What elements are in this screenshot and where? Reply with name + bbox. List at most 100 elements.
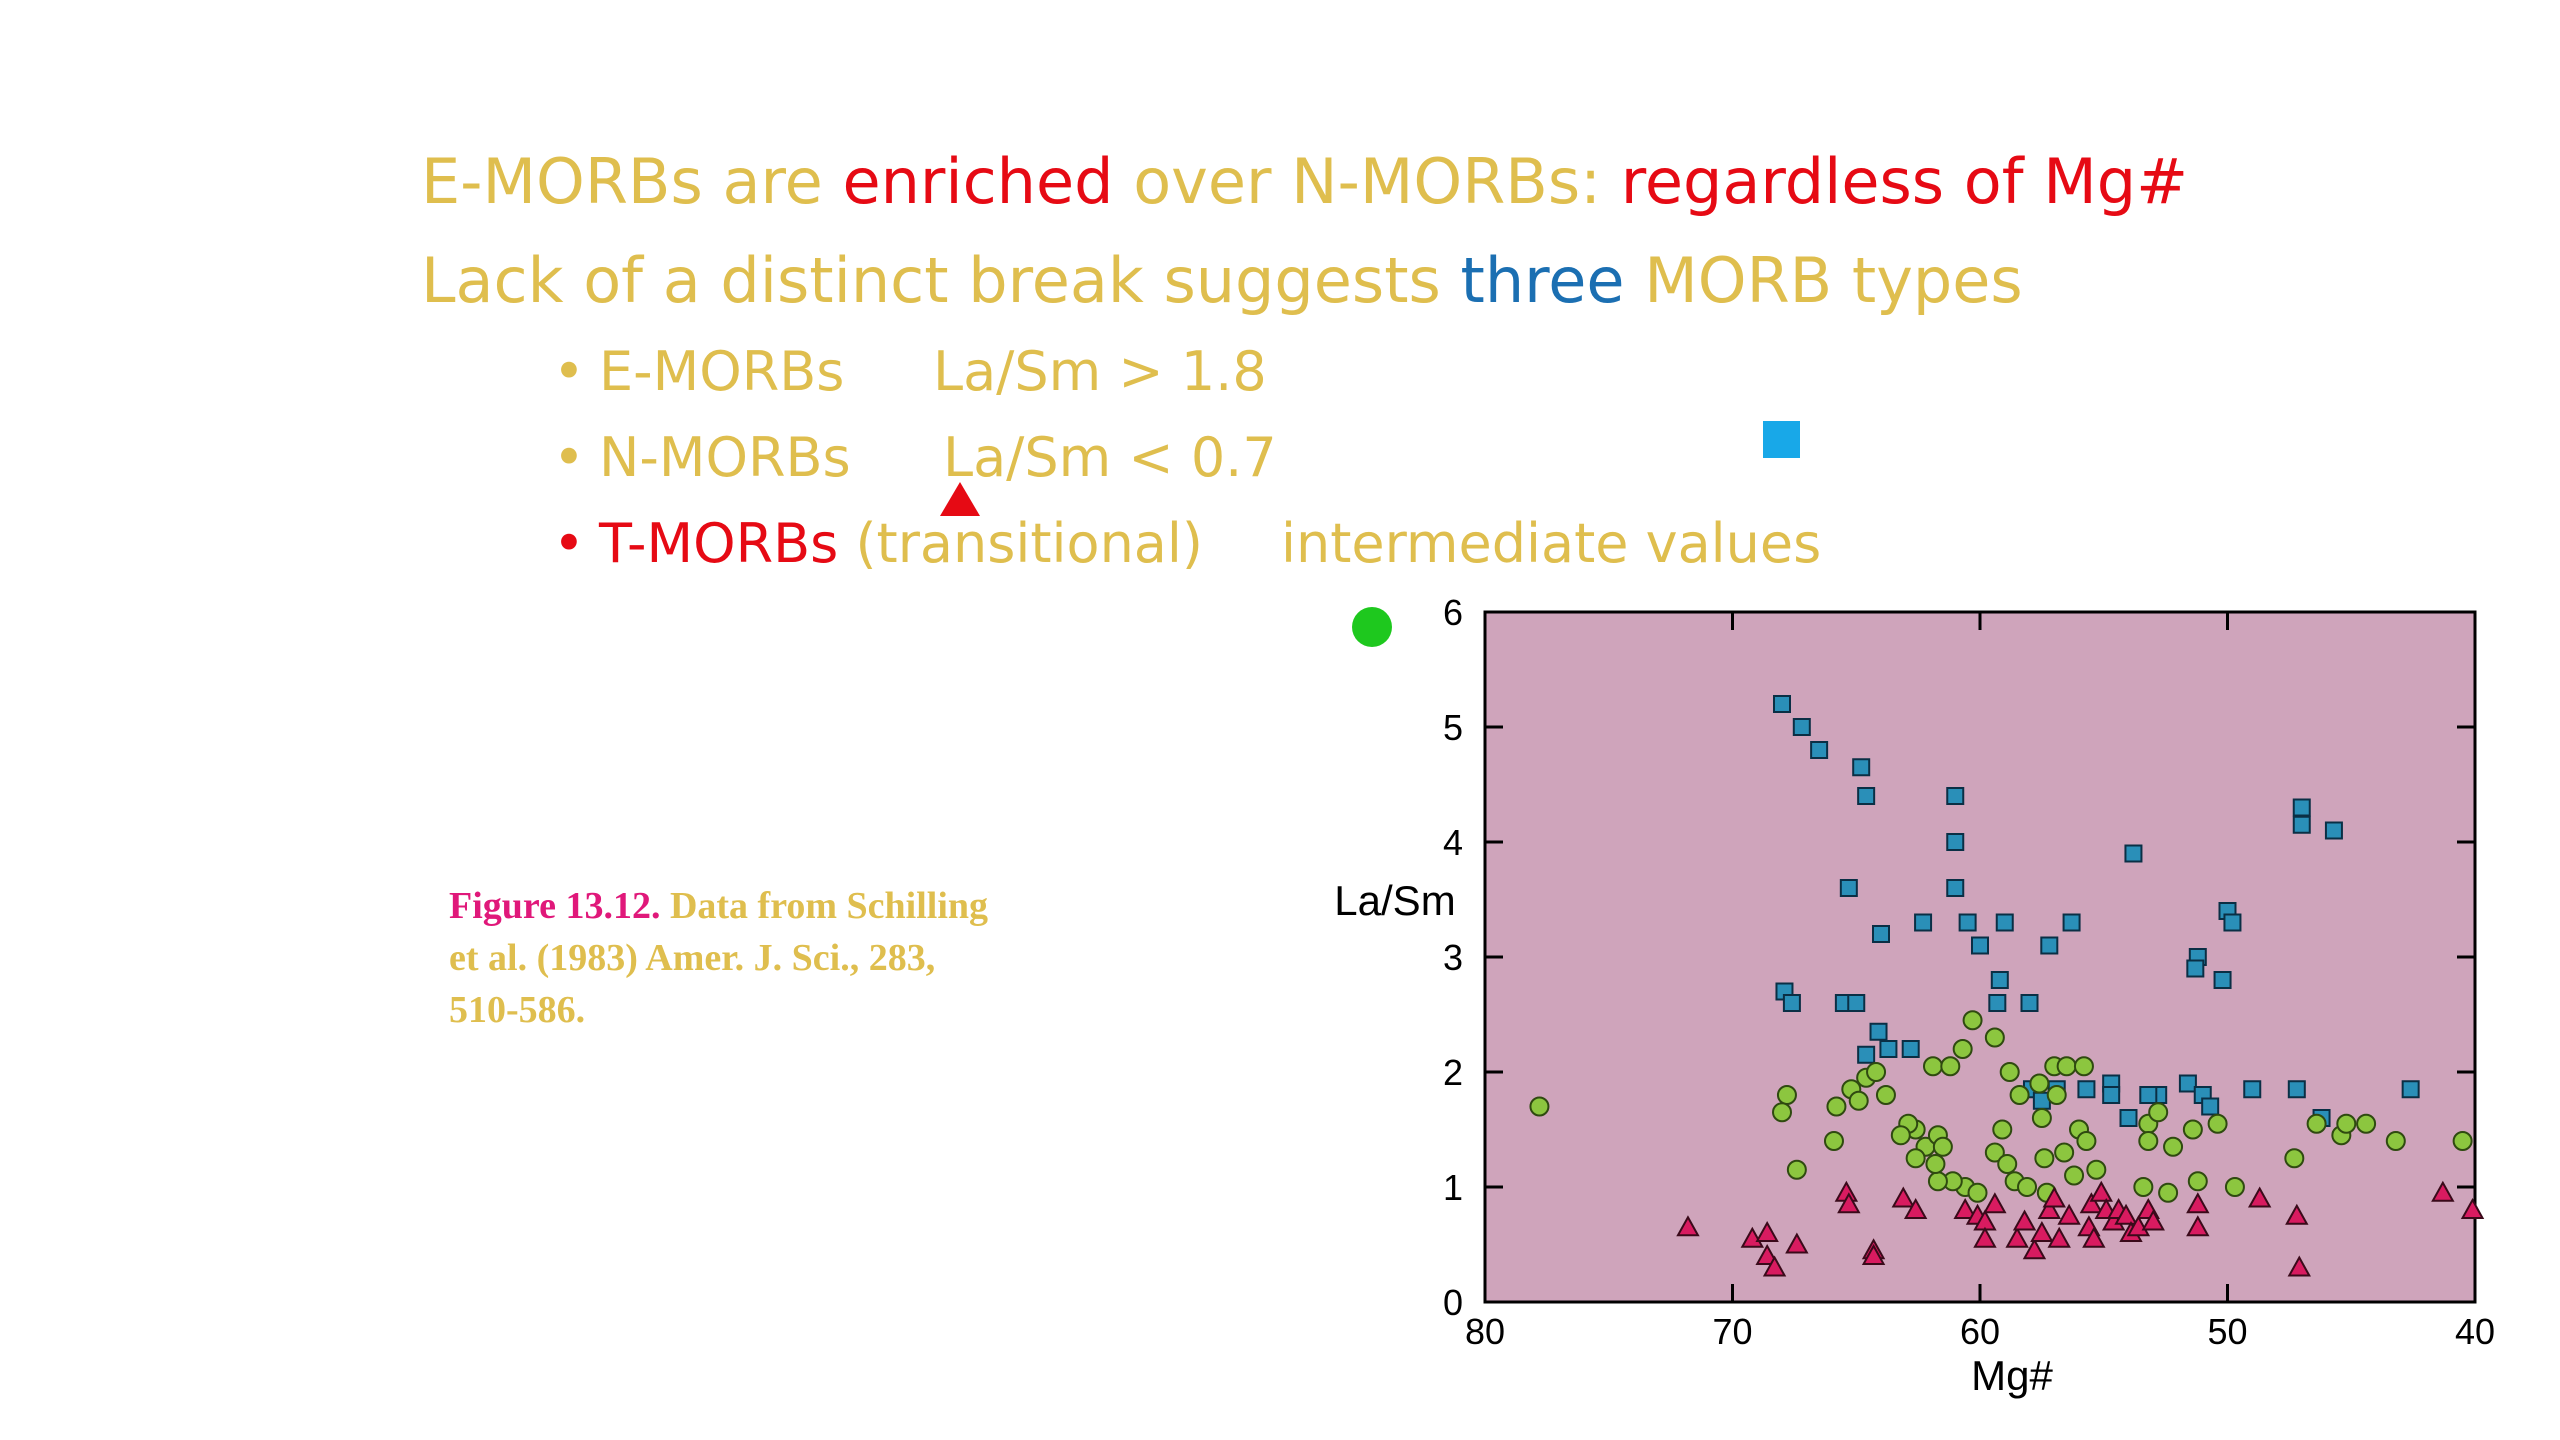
circle-legend-icon	[1352, 607, 1392, 647]
data-points	[1529, 695, 2485, 1277]
square-data-point	[2077, 1080, 2096, 1099]
figure-caption: Figure 13.12. Data from Schilling et al.…	[449, 880, 1009, 1036]
circle-data-point	[1848, 1090, 1869, 1111]
square-data-point	[2178, 1074, 2197, 1093]
bullet-value-n-morb: La/Sm < 0.7	[943, 426, 1277, 489]
heading-1-text-b: over N-MORBs:	[1113, 145, 1621, 218]
circle-data-point	[2182, 1119, 2203, 1140]
heading-2-emphasis-three: three	[1460, 244, 1625, 317]
square-data-point	[1946, 833, 1965, 851]
circle-data-point	[2163, 1136, 2184, 1157]
y-tick-label: 5	[1443, 707, 1463, 748]
square-data-point	[2040, 936, 2059, 955]
triangle-data-point	[1891, 1186, 1915, 1208]
circle-data-point	[1786, 1159, 1807, 1180]
square-data-point	[2201, 1097, 2220, 1116]
x-axis-label: Mg#	[1971, 1352, 2053, 1399]
square-data-point	[1782, 994, 1801, 1012]
bullet-label-e-morb: E-MORBs	[599, 340, 845, 403]
triangle-data-point	[2126, 1215, 2151, 1237]
circle-data-point	[2034, 1148, 2055, 1169]
circle-data-point	[1967, 1182, 1988, 1203]
square-data-point	[1958, 913, 1977, 932]
circle-data-point	[2009, 1085, 2030, 1105]
figure-number: Figure 13.12.	[449, 885, 661, 927]
square-data-point	[1971, 936, 1989, 955]
circle-data-point	[2336, 1113, 2357, 1134]
square-data-point	[1946, 879, 1965, 897]
bullet-n-morb: • N-MORBs La/Sm < 0.7	[553, 426, 1277, 489]
circle-data-point	[1776, 1085, 1797, 1105]
x-tick-label: 60	[1960, 1311, 2000, 1352]
square-data-point	[2223, 913, 2242, 932]
y-tick-label: 6	[1443, 592, 1463, 633]
figure-source: Data from Schilling et al. (1983) Amer. …	[449, 885, 989, 1031]
square-data-point	[1901, 1040, 1920, 1058]
bullet-label-n-morb: N-MORBs	[599, 426, 851, 489]
square-data-point	[1857, 787, 1876, 805]
circle-data-point	[2046, 1085, 2067, 1105]
circle-data-point	[1940, 1056, 1961, 1077]
triangle-data-point	[1676, 1215, 1700, 1237]
triangle-data-point	[2030, 1220, 2054, 1242]
square-data-point	[2324, 821, 2343, 840]
square-data-point	[1988, 994, 2007, 1012]
triangle-data-point	[1983, 1192, 2007, 1214]
triangle-data-point	[2186, 1192, 2210, 1214]
circle-data-point	[2452, 1131, 2473, 1151]
triangle-data-point	[1953, 1197, 1977, 1219]
square-data-point	[2186, 959, 2205, 978]
circle-data-point	[2138, 1131, 2159, 1151]
square-data-point	[2292, 798, 2311, 817]
circle-data-point	[1984, 1027, 2005, 1048]
triangle-data-point	[2114, 1203, 2138, 1225]
square-data-point	[2102, 1086, 2121, 1104]
triangle-data-point	[2285, 1203, 2309, 1225]
circle-data-point	[1927, 1171, 1948, 1192]
square-data-point	[1869, 1022, 1888, 1041]
circle-data-point	[1999, 1062, 2020, 1082]
triangle-data-point	[2012, 1209, 2037, 1231]
bullet-dot: •	[553, 340, 585, 403]
square-data-point	[2213, 971, 2232, 989]
circle-data-point	[2148, 1102, 2169, 1123]
circle-data-point	[2284, 1148, 2305, 1169]
triangle-data-point	[2022, 1238, 2047, 1260]
triangle-data-point	[1903, 1197, 1928, 1219]
triangle-data-point	[2460, 1197, 2485, 1219]
square-data-point	[1773, 695, 1791, 713]
y-tick-label: 2	[1443, 1052, 1463, 1093]
triangle-data-point	[2079, 1192, 2104, 1214]
square-data-point	[1852, 758, 1871, 777]
circle-data-point	[1905, 1148, 1926, 1169]
circle-data-point	[1952, 1039, 1973, 1059]
square-legend-icon	[1763, 421, 1800, 458]
circle-data-point	[2064, 1165, 2085, 1186]
triangle-data-point	[1755, 1220, 1779, 1242]
circle-data-point	[2029, 1073, 2050, 1094]
square-data-point	[2287, 1080, 2306, 1099]
circle-data-point	[2158, 1182, 2179, 1203]
triangle-data-point	[1785, 1232, 1809, 1254]
square-data-point	[1946, 787, 1965, 805]
triangle-data-point	[2141, 1209, 2165, 1231]
axis-ticks: 80 70 60 50 40 0 1 2 3 4 5 6	[1443, 592, 2495, 1352]
triangle-data-point	[2037, 1197, 2061, 1219]
heading-2-text-b: MORB types	[1624, 244, 2023, 317]
circle-data-point	[1997, 1154, 2018, 1174]
square-data-point	[1847, 994, 1866, 1012]
circle-data-point	[2133, 1177, 2154, 1197]
square-data-point	[2062, 913, 2081, 932]
circle-data-point	[1962, 1010, 1983, 1031]
bullet-label-suffix-t-morb: (transitional)	[838, 512, 1203, 575]
square-data-point	[2292, 815, 2311, 834]
heading-1-emphasis-enriched: enriched	[842, 145, 1114, 218]
triangle-data-point	[2047, 1226, 2071, 1248]
bullet-dot: •	[553, 512, 585, 575]
circle-data-point	[1826, 1096, 1847, 1117]
bullet-value-t-morb: intermediate values	[1281, 512, 1822, 575]
triangle-data-point	[2431, 1180, 2455, 1202]
circle-data-point	[1875, 1085, 1896, 1105]
triangle-data-point	[2186, 1215, 2210, 1237]
triangle-data-point	[1861, 1243, 1886, 1265]
